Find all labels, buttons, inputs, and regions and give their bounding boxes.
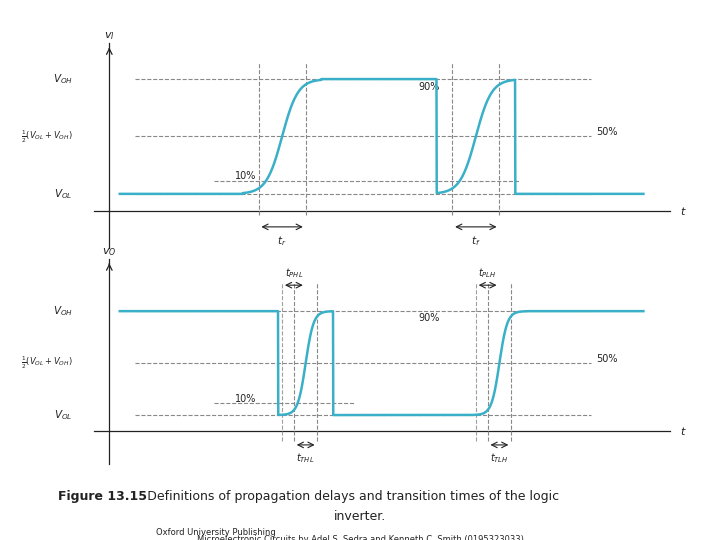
Text: $V_{OH}$: $V_{OH}$ — [53, 72, 73, 86]
Text: $t_{TLH}$: $t_{TLH}$ — [490, 451, 509, 465]
Text: $V_{OL}$: $V_{OL}$ — [54, 187, 73, 201]
Text: 50%: 50% — [596, 127, 618, 137]
Text: Figure 13.15: Figure 13.15 — [58, 490, 147, 503]
Text: $t_{THL}$: $t_{THL}$ — [297, 451, 315, 465]
Text: Oxford University Publishing: Oxford University Publishing — [156, 528, 276, 537]
Text: Microelectronic Circuits by Adel S. Sedra and Kenneth C. Smith (0195323033): Microelectronic Circuits by Adel S. Sedr… — [197, 535, 523, 540]
Text: $V_{OH}$: $V_{OH}$ — [53, 304, 73, 318]
Text: inverter.: inverter. — [334, 510, 386, 523]
Text: $t_{PLH}$: $t_{PLH}$ — [478, 266, 497, 280]
Text: $t_{PHL}$: $t_{PHL}$ — [284, 266, 303, 280]
Text: $v_I$: $v_I$ — [104, 30, 114, 42]
Text: 90%: 90% — [418, 82, 440, 92]
Text: 10%: 10% — [235, 394, 256, 404]
Text: $t_f$: $t_f$ — [471, 234, 481, 248]
Text: $v_O$: $v_O$ — [102, 246, 117, 258]
Text: $\frac{1}{2}(V_{OL}+V_{OH})$: $\frac{1}{2}(V_{OL}+V_{OH})$ — [21, 355, 73, 372]
Text: $t$: $t$ — [680, 424, 687, 437]
Text: 90%: 90% — [418, 313, 440, 323]
Text: $\frac{1}{2}(V_{OL}+V_{OH})$: $\frac{1}{2}(V_{OL}+V_{OH})$ — [21, 129, 73, 145]
Text: $V_{OL}$: $V_{OL}$ — [54, 408, 73, 422]
Text: $t_r$: $t_r$ — [277, 234, 287, 248]
Text: 10%: 10% — [235, 171, 256, 181]
Text: 50%: 50% — [596, 354, 618, 363]
Text: : Definitions of propagation delays and transition times of the logic: : Definitions of propagation delays and … — [139, 490, 559, 503]
Text: $t$: $t$ — [680, 205, 687, 217]
